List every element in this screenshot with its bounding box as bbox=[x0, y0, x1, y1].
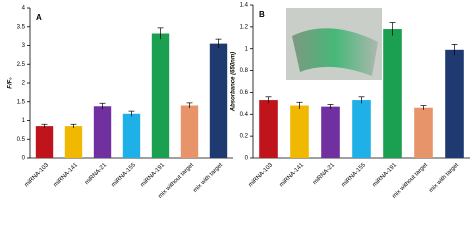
y-tick-label: 4 bbox=[22, 6, 26, 12]
x-tick-label: miRNA-103 bbox=[24, 162, 51, 189]
x-tick-label: miRNA-155 bbox=[341, 162, 368, 189]
y-tick-label: 0.4 bbox=[240, 112, 249, 118]
x-tick-label: miRNA-141 bbox=[53, 162, 80, 189]
y-tick-label: 0.5 bbox=[17, 137, 26, 143]
y-axis-title: F/F₀ bbox=[8, 77, 14, 89]
x-tick-label: miRNA-191 bbox=[140, 162, 167, 189]
y-tick-label: 0.8 bbox=[240, 68, 249, 74]
y-axis-title: Absorbance (650nm) bbox=[231, 52, 237, 112]
x-tick-label: miRNA-21 bbox=[84, 162, 108, 186]
x-tick-label: mix with target bbox=[428, 162, 460, 194]
bar bbox=[321, 106, 340, 158]
x-tick-label: miRNA-103 bbox=[248, 162, 275, 189]
y-tick-label: 3.5 bbox=[17, 24, 26, 30]
y-tick-label: 0.2 bbox=[240, 134, 249, 140]
bar bbox=[414, 107, 433, 158]
y-tick-label: 1.2 bbox=[240, 24, 249, 30]
y-tick-label: 3 bbox=[22, 43, 26, 49]
y-tick-label: 0 bbox=[245, 156, 249, 162]
y-tick-label: 2.5 bbox=[17, 62, 26, 68]
y-tick-label: 0 bbox=[22, 156, 26, 162]
x-tick-label: miRNA-155 bbox=[111, 162, 138, 189]
y-tick-label: 1.5 bbox=[17, 99, 26, 105]
x-tick-label: miRNA-191 bbox=[372, 162, 399, 189]
bar bbox=[35, 126, 54, 158]
bar bbox=[383, 29, 402, 158]
y-tick-label: 2 bbox=[22, 81, 26, 87]
x-tick-label: mix without target bbox=[392, 162, 430, 200]
bar bbox=[352, 100, 371, 158]
bar bbox=[445, 49, 464, 158]
bar bbox=[151, 33, 170, 158]
bar bbox=[64, 126, 83, 158]
bar bbox=[209, 43, 228, 158]
bar bbox=[259, 100, 278, 158]
y-tick-label: 1 bbox=[245, 46, 249, 52]
y-tick-label: 0.6 bbox=[240, 90, 249, 96]
y-tick-label: 1 bbox=[22, 118, 26, 124]
photo-tubes bbox=[292, 28, 378, 76]
panel-label: A bbox=[36, 13, 42, 22]
inset-photo bbox=[286, 8, 382, 80]
bar bbox=[93, 106, 112, 158]
x-tick-label: mix with target bbox=[192, 162, 224, 194]
panel-label: B bbox=[259, 10, 265, 19]
bar bbox=[122, 113, 141, 158]
y-tick-label: 1.4 bbox=[240, 3, 249, 9]
x-tick-label: miRNA-141 bbox=[279, 162, 306, 189]
bar bbox=[180, 105, 199, 158]
x-tick-label: miRNA-21 bbox=[312, 162, 336, 186]
bar bbox=[290, 105, 309, 158]
